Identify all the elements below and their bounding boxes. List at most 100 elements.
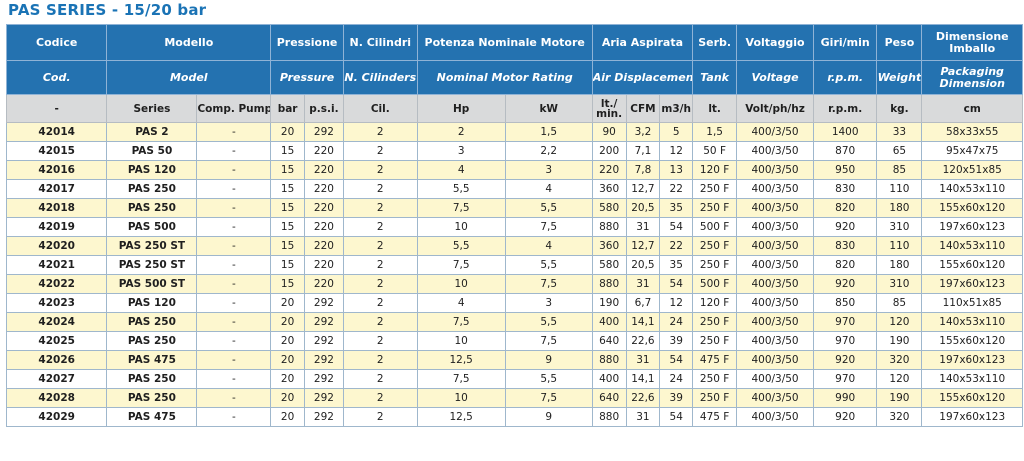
cell-tank: 120 F [692, 160, 738, 180]
cell-voltage: 400/3/50 [736, 293, 814, 313]
cell-bar: 15 [270, 217, 305, 237]
cell-kw: 5,5 [504, 255, 593, 275]
cell-bar: 20 [270, 122, 305, 142]
header-tank: Serb. [692, 24, 738, 61]
cell-kw: 1,5 [504, 122, 593, 142]
table-row: 42019 PAS 500-15 220 2 10 7,5 880 31 54 500 F 400/… [5, 217, 1023, 237]
cell-tank: 250 F [692, 255, 738, 275]
table-row: 42025 PAS 250-20 292 2 10 7,5 640 22,6 39 250 F 40… [5, 331, 1023, 351]
cell-series: PAS 500 [106, 217, 198, 237]
cell-psi: 220 [303, 255, 344, 275]
cell-dimension: 140x53x110 [921, 236, 1023, 256]
table-row: 42014 PAS 2-20 292 2 2 1,5 90 3,2 5 1,5 400/3/50 14… [5, 122, 1023, 142]
cell-tank: 250 F [692, 198, 738, 218]
cell-tank: 50 F [692, 141, 738, 161]
cell-psi: 292 [303, 407, 344, 427]
cell-hp: 10 [416, 331, 506, 351]
cell-series: PAS 250 [106, 388, 198, 408]
cell-dimension: 58x33x55 [921, 122, 1023, 142]
header-pressure: Pressione [270, 24, 344, 61]
cell-hp: 7,5 [416, 198, 506, 218]
cell-code: 42019 [5, 217, 108, 237]
cell-comp-pump: - [196, 312, 272, 332]
unit-lt: lt. [692, 94, 738, 123]
cell-rpm: 1400 [812, 122, 878, 142]
cell-m3h: 12 [659, 293, 694, 313]
cell-tank: 500 F [692, 217, 738, 237]
cell-code: 42021 [5, 255, 108, 275]
cell-psi: 220 [303, 236, 344, 256]
cell-weight: 190 [876, 388, 923, 408]
cell-cylinders: 2 [342, 274, 418, 294]
cell-code: 42027 [5, 369, 108, 389]
cell-m3h: 54 [659, 217, 694, 237]
cell-m3h: 39 [659, 388, 694, 408]
cell-cfm: 20,5 [625, 198, 661, 218]
unit-psi: p.s.i. [303, 94, 344, 123]
table-body: 42014 PAS 2-20 292 2 2 1,5 90 3,2 5 1,5 400/3/50 14… [5, 122, 1023, 427]
header-packaging: Dimensione Imballo [921, 24, 1023, 61]
cell-m3h: 54 [659, 407, 694, 427]
cell-rpm: 970 [812, 369, 878, 389]
table-row: 42029 PAS 475-20 292 2 12,5 9 880 31 54 475 F 400/… [5, 407, 1023, 427]
cell-cfm: 6,7 [625, 293, 661, 313]
cell-voltage: 400/3/50 [736, 179, 814, 199]
cell-dimension: 140x53x110 [921, 312, 1023, 332]
cell-rpm: 820 [812, 255, 878, 275]
cell-bar: 20 [270, 388, 305, 408]
cell-kw: 2,2 [504, 141, 593, 161]
table-row: 42017 PAS 250-15 220 2 5,5 4 360 12,7 22 250 F 400… [5, 179, 1023, 199]
cell-code: 42024 [5, 312, 108, 332]
table-row: 42028 PAS 250-20 292 2 10 7,5 640 22,6 39 250 F 40… [5, 388, 1023, 408]
cell-cylinders: 2 [342, 198, 418, 218]
cell-series: PAS 475 [106, 350, 198, 370]
cell-lt-min: 220 [591, 160, 627, 180]
cell-hp: 12,5 [416, 407, 506, 427]
cell-kw: 7,5 [504, 217, 593, 237]
cell-bar: 20 [270, 331, 305, 351]
cell-cfm: 31 [625, 217, 661, 237]
cell-lt-min: 400 [591, 369, 627, 389]
cell-kw: 5,5 [504, 198, 593, 218]
table-row: 42015 PAS 50-15 220 2 3 2,2 200 7,1 12 50 F 400/3/… [5, 141, 1023, 161]
cell-m3h: 24 [659, 312, 694, 332]
cell-kw: 4 [504, 179, 593, 199]
cell-cylinders: 2 [342, 350, 418, 370]
cell-cylinders: 2 [342, 160, 418, 180]
cell-cfm: 20,5 [625, 255, 661, 275]
cell-bar: 15 [270, 198, 305, 218]
cell-kw: 9 [504, 407, 593, 427]
cell-bar: 20 [270, 293, 305, 313]
cell-psi: 220 [303, 141, 344, 161]
header-row-english: Cod. Model Pressure N. Cilinders Nominal… [5, 60, 1023, 95]
cell-comp-pump: - [196, 160, 272, 180]
cell-dimension: 95x47x75 [921, 141, 1023, 161]
cell-code: 42026 [5, 350, 108, 370]
cell-series: PAS 120 [106, 160, 198, 180]
cell-voltage: 400/3/50 [736, 369, 814, 389]
cell-cylinders: 2 [342, 312, 418, 332]
cell-kw: 5,5 [504, 369, 593, 389]
header-row-units: - Series Comp. Pump bar p.s.i. Cil. Hp k… [5, 94, 1023, 123]
cell-kw: 3 [504, 293, 593, 313]
cell-weight: 320 [876, 407, 923, 427]
cell-series: PAS 120 [106, 293, 198, 313]
cell-lt-min: 880 [591, 350, 627, 370]
cell-voltage: 400/3/50 [736, 350, 814, 370]
cell-cfm: 31 [625, 350, 661, 370]
cell-tank: 250 F [692, 388, 738, 408]
cell-cfm: 12,7 [625, 179, 661, 199]
cell-voltage: 400/3/50 [736, 122, 814, 142]
cell-m3h: 54 [659, 350, 694, 370]
cell-kw: 3 [504, 160, 593, 180]
cell-lt-min: 200 [591, 141, 627, 161]
cell-code: 42023 [5, 293, 108, 313]
cell-dimension: 120x51x85 [921, 160, 1023, 180]
cell-lt-min: 90 [591, 122, 627, 142]
cell-series: PAS 250 ST [106, 255, 198, 275]
cell-kw: 7,5 [504, 274, 593, 294]
cell-psi: 220 [303, 217, 344, 237]
